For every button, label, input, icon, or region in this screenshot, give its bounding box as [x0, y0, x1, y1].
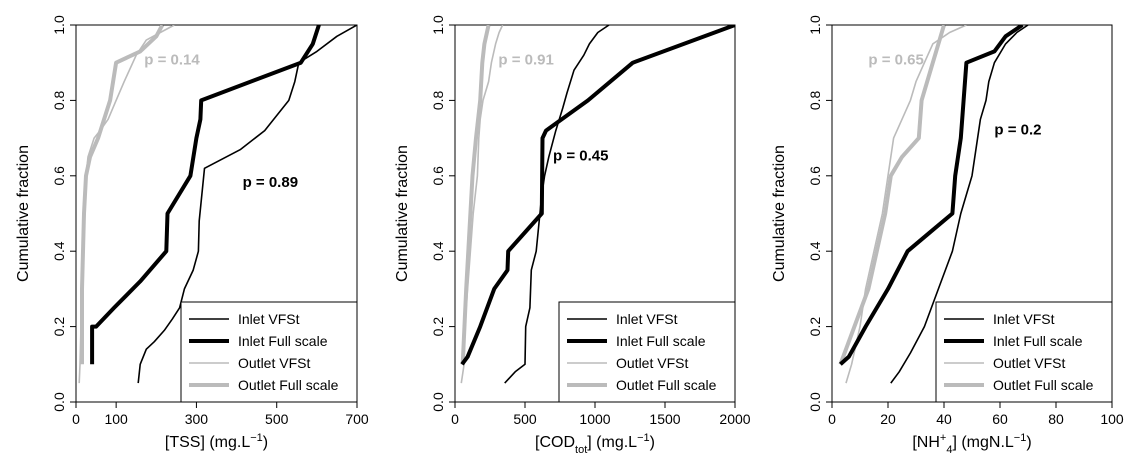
chart-panel-2: 0 500 1000 1500 2000 0.0 0.2 0.4 0.6 0.8 1.0 Cumula… [394, 15, 751, 456]
x-tick-label: 300 [185, 411, 209, 427]
series-line-outlet-full-scale [838, 25, 946, 365]
p-value-annotation: p = 0.89 [243, 174, 298, 191]
y-tick-label: 0.6 [51, 166, 67, 186]
legend-entry: Outlet Full scale [616, 377, 717, 393]
legend: Inlet VFSt Inlet Full scale Outlet VFSt Out… [558, 301, 736, 403]
x-tick-label: 60 [992, 411, 1008, 427]
series-line-inlet-full-scale [839, 25, 1024, 366]
x-tick-label: 0 [828, 411, 836, 427]
series-line-outlet-full-scale [460, 25, 491, 365]
x-tick-label: 0 [451, 411, 459, 427]
series-line-inlet-full-scale [460, 25, 735, 366]
legend-entry: Inlet Full scale [993, 333, 1083, 349]
y-tick-label: 0.2 [51, 317, 67, 337]
x-tick-label: 2000 [719, 411, 750, 427]
x-tick-label: 1500 [649, 411, 680, 427]
y-tick-label: 0.6 [807, 166, 823, 186]
y-tick-label: 0.8 [807, 90, 823, 110]
x-axis-label: [TSS] (mg.L−1) [165, 432, 268, 451]
y-axis-label: Cumulative fraction [15, 145, 32, 282]
x-tick-label: 80 [1048, 411, 1064, 427]
x-tick-label: 700 [345, 411, 369, 427]
chart-panel-3: 0 20 40 60 80 100 0.0 0.2 0.4 0.6 0.8 1.0 Cumulative… [771, 15, 1124, 456]
y-tick-label: 0.0 [51, 392, 67, 412]
series-line-inlet-vfst [504, 25, 610, 384]
series-line-inlet-vfst [890, 25, 1029, 384]
y-tick-label: 1.0 [807, 15, 823, 35]
p-value-annotation: p = 0.45 [553, 148, 608, 165]
legend-entry: Outlet VFSt [238, 355, 310, 371]
p-value-annotation: p = 0.91 [498, 52, 553, 69]
y-tick-label: 0.4 [430, 241, 446, 261]
x-tick-label: 20 [880, 411, 896, 427]
legend: Inlet VFSt Inlet Full scale Outlet VFSt Out… [180, 301, 358, 403]
y-tick-label: 0.4 [807, 241, 823, 261]
y-tick-label: 0.0 [430, 392, 446, 412]
legend-entry: Outlet Full scale [238, 377, 339, 393]
p-value-annotation: p = 0.65 [868, 52, 923, 69]
y-tick-label: 0.4 [51, 241, 67, 261]
x-axis-label: [CODtot] (mg.L−1) [535, 432, 655, 456]
x-axis-label: [NH+4] (mgN.L−1) [912, 432, 1031, 456]
x-tick-label: 500 [513, 411, 537, 427]
legend-entry: Inlet Full scale [616, 333, 706, 349]
legend-entry: Outlet Full scale [993, 377, 1094, 393]
y-tick-label: 0.6 [430, 166, 446, 186]
x-tick-label: 100 [1100, 411, 1124, 427]
legend-entry: Inlet VFSt [616, 311, 678, 327]
x-tick-label: 0 [72, 411, 80, 427]
series-line-outlet-full-scale [80, 25, 165, 365]
x-tick-label: 500 [265, 411, 289, 427]
p-value-annotation: p = 0.2 [994, 121, 1041, 138]
legend-entry: Inlet VFSt [238, 311, 300, 327]
series-line-inlet-full-scale [90, 25, 321, 365]
y-tick-label: 0.2 [430, 317, 446, 337]
legend-entry: Inlet Full scale [238, 333, 328, 349]
y-tick-label: 0.8 [51, 90, 67, 110]
x-tick-label: 1000 [579, 411, 610, 427]
x-tick-label: 40 [936, 411, 952, 427]
legend-entry: Outlet VFSt [993, 355, 1065, 371]
legend: Inlet VFSt Inlet Full scale Outlet VFSt Out… [935, 301, 1113, 403]
y-tick-label: 0.8 [430, 90, 446, 110]
chart-panel-1: 0 100 300 500 700 0.0 0.2 0.4 0.6 0.8 1.0 Cumulativ… [15, 15, 369, 451]
legend-entry: Inlet VFSt [993, 311, 1055, 327]
p-value-annotation: p = 0.14 [144, 52, 200, 69]
legend-entry: Outlet VFSt [616, 355, 688, 371]
series-line-inlet-vfst [137, 25, 357, 384]
y-tick-label: 0.2 [807, 317, 823, 337]
x-tick-label: 100 [104, 411, 128, 427]
y-tick-label: 0.0 [807, 392, 823, 412]
y-axis-label: Cumulative fraction [771, 145, 788, 282]
y-axis-label: Cumulative fraction [394, 145, 411, 282]
y-tick-label: 1.0 [51, 15, 67, 35]
y-tick-label: 1.0 [430, 15, 446, 35]
